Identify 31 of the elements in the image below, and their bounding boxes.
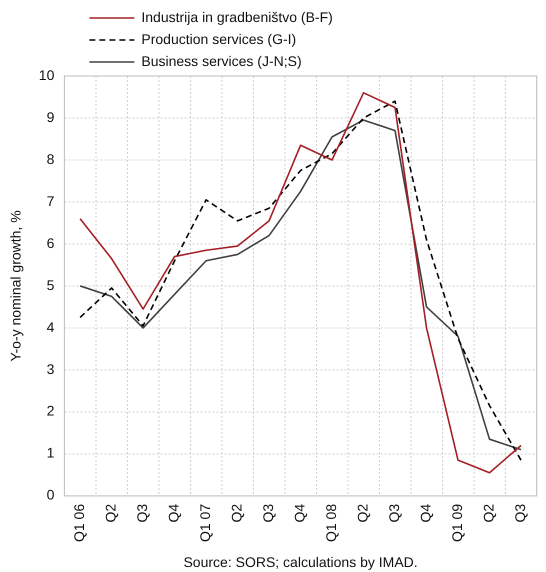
y-tick-label: 6 (46, 234, 55, 251)
x-tick-label: Q3 (134, 504, 150, 523)
x-tick-label: Q3 (260, 504, 276, 523)
y-axis-title: Y-o-y nominal growth, % (7, 210, 24, 362)
legend-label: Business services (J-N;S) (141, 52, 302, 69)
x-tick-label: Q2 (480, 504, 496, 523)
y-tick-label: 1 (46, 444, 55, 461)
y-tick-label: 7 (46, 192, 55, 209)
y-tick-label: 3 (46, 360, 55, 377)
x-tick-label: Q3 (512, 504, 528, 523)
y-tick-label: 5 (46, 276, 55, 293)
x-tick-label: Q4 (291, 504, 308, 523)
y-tick-label: 0 (46, 486, 55, 503)
y-tick-label: 4 (46, 318, 55, 335)
source-note: Source: SORS; calculations by IMAD. (183, 554, 418, 570)
x-tick-label: Q2 (354, 504, 370, 523)
legend-label: Production services (G-I) (141, 30, 296, 47)
y-tick-label: 9 (46, 108, 55, 125)
x-tick-label: Q2 (228, 504, 244, 523)
x-tick-label: Q1 06 (70, 504, 87, 542)
x-tick-label: Q4 (417, 504, 434, 523)
x-tick-label: Q2 (102, 504, 118, 523)
x-tick-label: Q1 08 (322, 504, 339, 542)
y-tick-label: 8 (46, 150, 55, 167)
x-tick-label: Q4 (165, 504, 182, 523)
x-tick-label: Q1 09 (448, 504, 465, 542)
x-tick-label: Q3 (386, 504, 402, 523)
legend-label: Industrija in gradbeništvo (B-F) (141, 8, 333, 25)
y-tick-label: 2 (46, 402, 55, 419)
x-tick-label: Q1 07 (196, 504, 213, 542)
y-tick-label: 10 (38, 66, 55, 83)
